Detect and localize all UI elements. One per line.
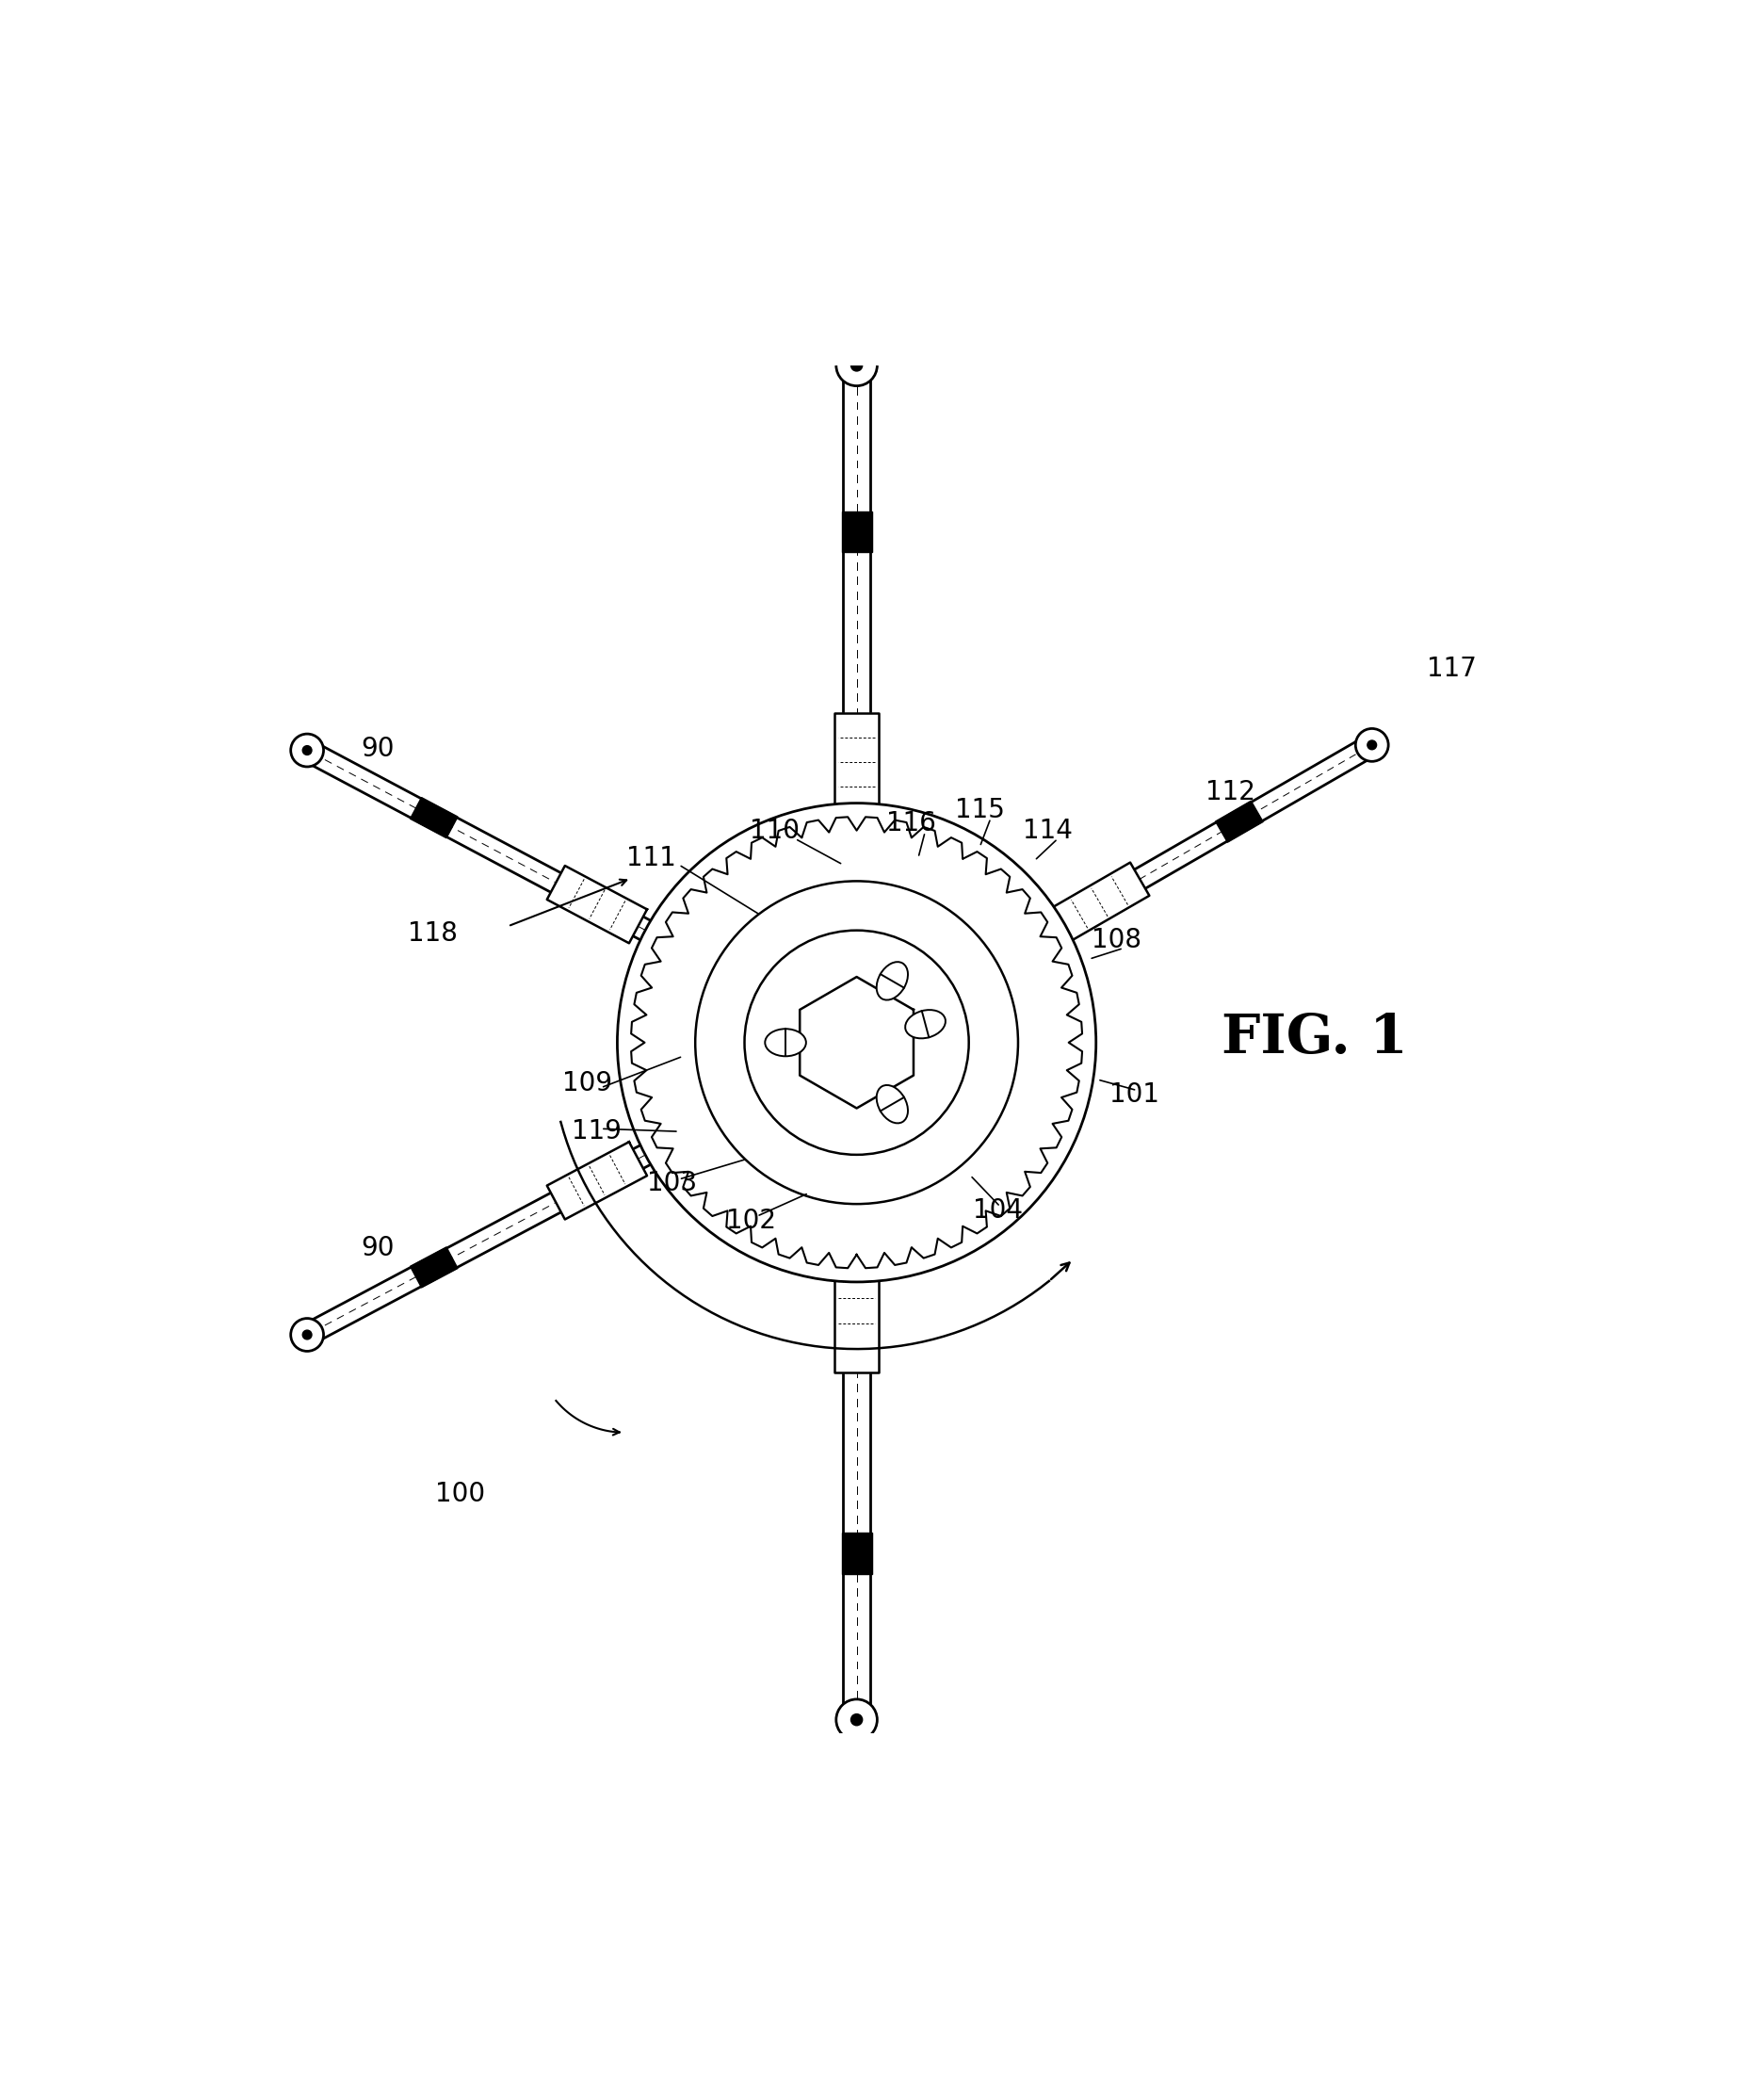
Polygon shape [409,1247,457,1288]
Text: 114: 114 [1023,817,1073,844]
Polygon shape [1034,736,1376,945]
Polygon shape [302,740,674,952]
Polygon shape [843,1282,870,1721]
Text: 103: 103 [647,1170,697,1197]
Text: 115: 115 [954,796,1004,823]
Circle shape [850,1714,863,1725]
Text: 102: 102 [727,1207,776,1234]
Polygon shape [632,817,1081,1268]
Text: 119: 119 [572,1118,621,1145]
Polygon shape [547,1143,647,1220]
Polygon shape [834,713,878,810]
Polygon shape [1215,800,1263,842]
Text: FIG. 1: FIG. 1 [1221,1012,1408,1064]
Circle shape [302,1330,312,1340]
Text: 111: 111 [626,844,676,871]
Polygon shape [1050,862,1148,941]
Text: 104: 104 [972,1197,1021,1224]
Polygon shape [841,511,871,553]
Circle shape [302,746,312,754]
Text: 112: 112 [1205,779,1254,806]
Text: 109: 109 [563,1070,612,1097]
Text: 116: 116 [886,810,935,837]
Text: 90: 90 [362,1234,395,1261]
Circle shape [744,931,968,1155]
Ellipse shape [764,1029,806,1056]
Text: 101: 101 [1110,1081,1159,1108]
Ellipse shape [905,1010,946,1039]
Circle shape [836,1700,877,1739]
Circle shape [291,1317,323,1351]
Text: 90: 90 [362,736,395,763]
Circle shape [850,359,863,372]
Circle shape [695,881,1018,1203]
Circle shape [836,345,877,387]
Circle shape [1355,729,1388,761]
Text: 108: 108 [1090,927,1141,954]
Text: 117: 117 [1425,657,1476,682]
Polygon shape [547,867,647,943]
Text: 100: 100 [434,1482,485,1507]
Text: 118: 118 [407,921,457,945]
Polygon shape [409,798,457,837]
Polygon shape [841,1534,871,1573]
Circle shape [617,802,1095,1282]
Polygon shape [799,977,914,1108]
Polygon shape [302,1133,674,1344]
Ellipse shape [877,1085,907,1124]
Text: 110: 110 [750,817,799,844]
Polygon shape [843,366,870,802]
Circle shape [1367,740,1376,750]
Polygon shape [834,1274,878,1371]
Circle shape [291,734,323,767]
Ellipse shape [877,962,907,1000]
